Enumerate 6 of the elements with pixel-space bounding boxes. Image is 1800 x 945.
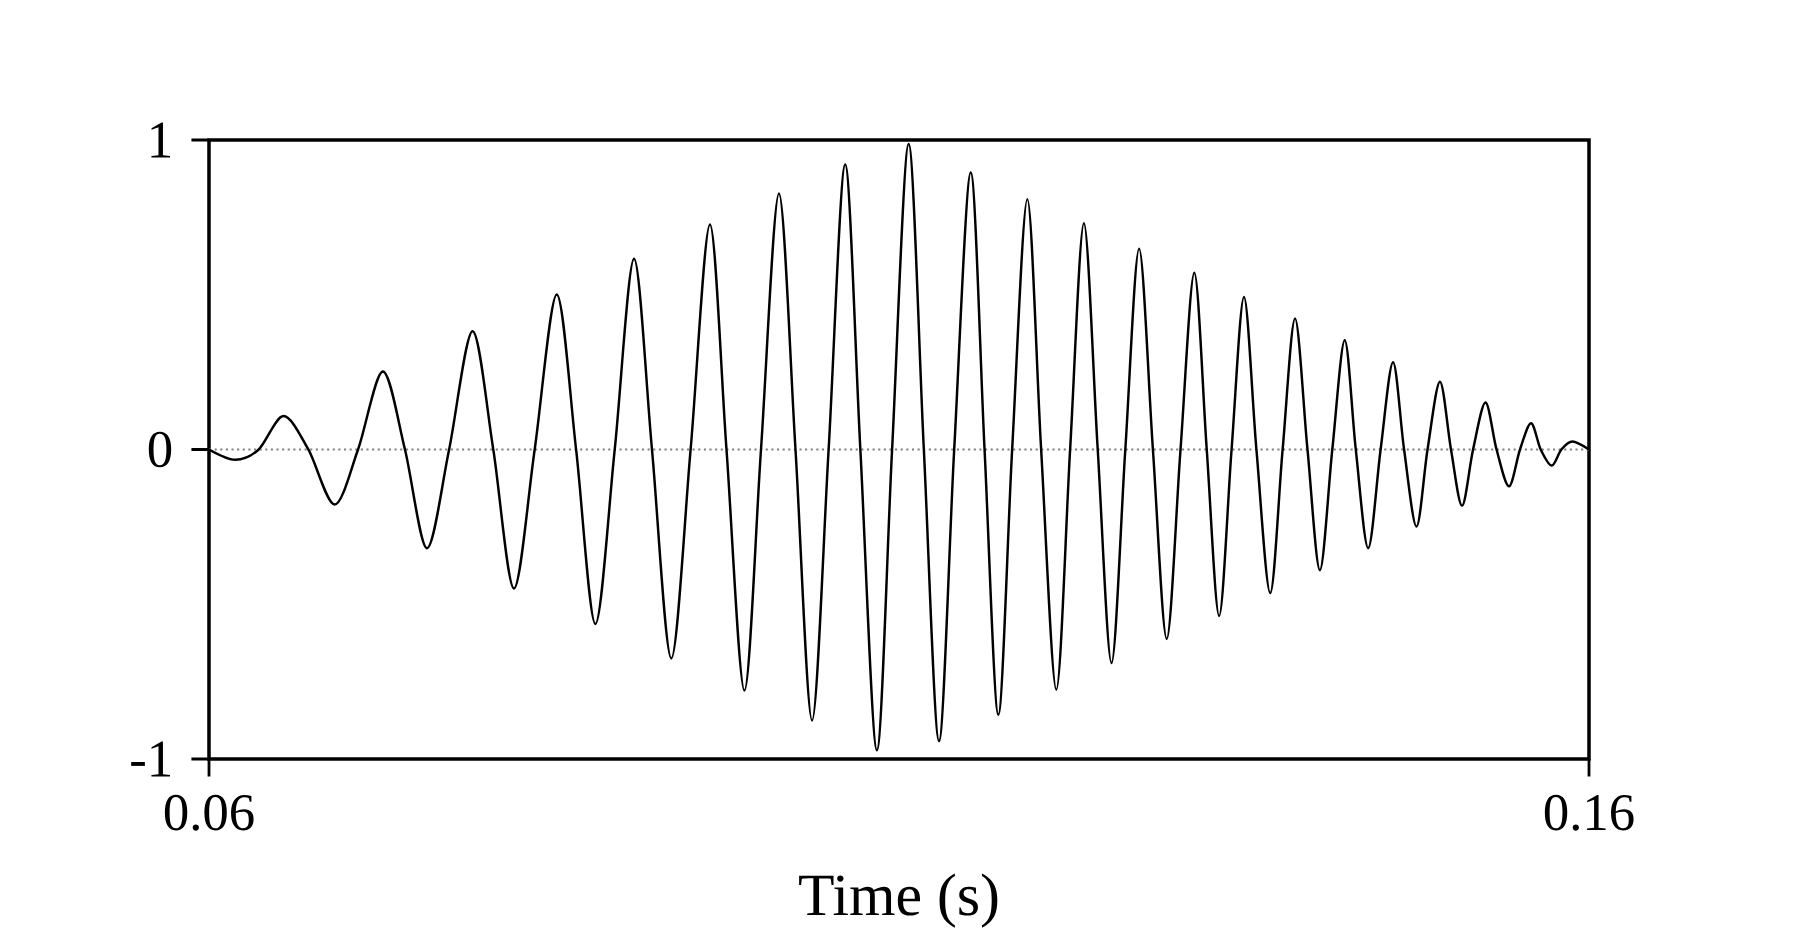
y-tick-label: 0: [148, 431, 172, 468]
x-tick-label: 0.06: [164, 794, 254, 831]
x-axis-title: Time (s): [799, 873, 998, 928]
y-tick-label: -1: [131, 741, 171, 777]
x-tick-label: 0.16: [1544, 794, 1634, 831]
y-tick-label: 1: [151, 122, 171, 158]
